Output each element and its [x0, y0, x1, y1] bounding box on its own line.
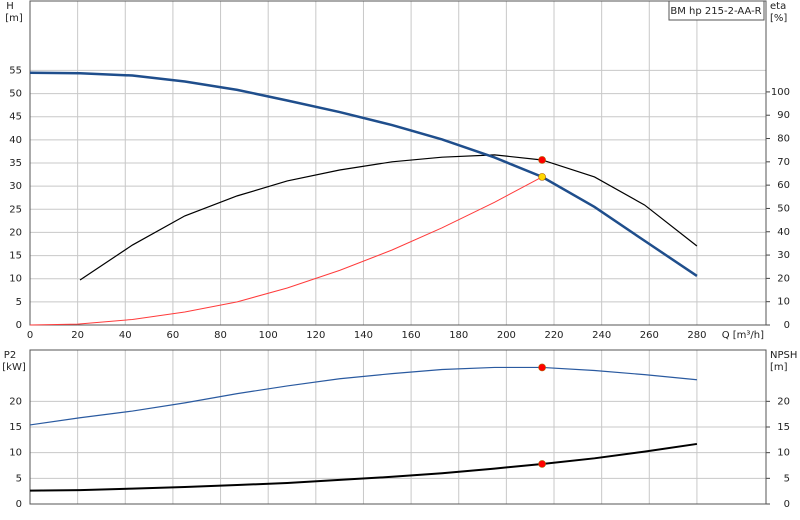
y2-tick-label: 60 [777, 180, 790, 191]
curve [29, 71, 698, 277]
y2-tick-label: 50 [777, 203, 790, 214]
x-axis-label: Q [m³/h] [722, 330, 764, 341]
y2-tick-label: 20 [777, 396, 790, 407]
y2-tick-label: 20 [777, 273, 790, 284]
y-tick-label: 55 [9, 65, 22, 76]
y2-tick-label: 10 [777, 297, 790, 308]
y-tick-label: 25 [9, 204, 22, 215]
y-tick-label: 10 [9, 448, 22, 459]
curve [29, 176, 543, 326]
y-axis-label: H [6, 1, 14, 12]
operating-point [538, 460, 546, 468]
x-tick-label: 260 [640, 330, 659, 341]
y-tick-label: 30 [9, 181, 22, 192]
y-tick-label: 5 [16, 473, 22, 484]
x-tick-label: 120 [306, 330, 325, 341]
y-axis-unit: [m] [5, 13, 23, 24]
title-box [668, 0, 765, 21]
y-tick-label: 10 [9, 274, 22, 285]
chart-title: BM hp 215-2-AA-R [670, 6, 761, 17]
x-tick-label: 140 [354, 330, 373, 341]
y-tick-label: 20 [9, 396, 22, 407]
x-tick-label: 20 [71, 330, 84, 341]
y-axis-unit: [kW] [2, 362, 26, 373]
curve [29, 366, 697, 426]
y-axis-label: P2 [4, 350, 16, 361]
y2-axis-unit: [%] [770, 13, 787, 24]
x-tick-label: 80 [214, 330, 227, 341]
y-tick-label: 0 [16, 499, 22, 510]
y2-tick-label: 80 [777, 134, 790, 145]
y2-tick-label: 100 [771, 87, 790, 98]
x-tick-label: 200 [497, 330, 516, 341]
operating-point [538, 156, 546, 164]
plot-frame [29, 0, 767, 326]
x-tick-label: 280 [687, 330, 706, 341]
y-tick-label: 5 [16, 297, 22, 308]
y-tick-label: 15 [9, 422, 22, 433]
y-tick-label: 50 [9, 89, 22, 100]
x-tick-label: 100 [259, 330, 278, 341]
x-tick-label: 40 [119, 330, 132, 341]
y2-axis-label: NPSH [770, 350, 797, 361]
y2-tick-label: 30 [777, 250, 790, 261]
y2-tick-label: 90 [777, 110, 790, 121]
y-tick-label: 40 [9, 135, 22, 146]
x-tick-label: 220 [544, 330, 563, 341]
y2-tick-label: 40 [777, 227, 790, 238]
y-tick-label: 45 [9, 112, 22, 123]
plot-frame [29, 349, 767, 505]
y2-axis-unit: [m] [770, 362, 788, 373]
y-tick-label: 15 [9, 251, 22, 262]
y2-tick-label: 15 [777, 422, 790, 433]
y2-tick-label: 5 [784, 473, 790, 484]
x-tick-label: 180 [449, 330, 468, 341]
y2-axis-label: eta [770, 1, 786, 12]
y2-tick-label: 10 [777, 448, 790, 459]
curve [79, 154, 698, 281]
x-tick-label: 240 [592, 330, 611, 341]
y2-tick-label: 0 [784, 320, 790, 331]
y-tick-label: 0 [16, 320, 22, 331]
operating-point [538, 363, 546, 372]
y2-tick-label: 70 [777, 157, 790, 168]
operating-point [538, 173, 546, 181]
curve [29, 442, 698, 492]
y-tick-label: 35 [9, 158, 22, 169]
x-tick-label: 0 [27, 330, 33, 341]
y2-tick-label: 0 [784, 499, 790, 510]
x-tick-label: 60 [167, 330, 180, 341]
y-tick-label: 20 [9, 227, 22, 238]
x-tick-label: 160 [402, 330, 421, 341]
